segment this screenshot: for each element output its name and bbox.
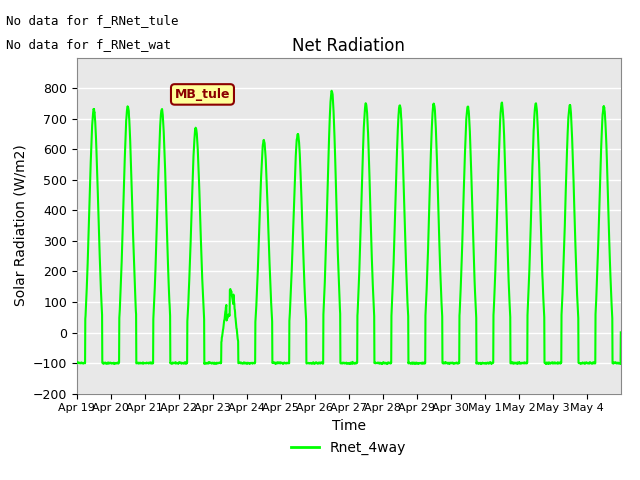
Y-axis label: Solar Radiation (W/m2): Solar Radiation (W/m2) <box>13 145 27 306</box>
Title: Net Radiation: Net Radiation <box>292 36 405 55</box>
Text: MB_tule: MB_tule <box>175 88 230 101</box>
Text: No data for f_RNet_wat: No data for f_RNet_wat <box>6 38 172 51</box>
X-axis label: Time: Time <box>332 419 366 433</box>
Legend: Rnet_4way: Rnet_4way <box>285 435 412 461</box>
Text: No data for f_RNet_tule: No data for f_RNet_tule <box>6 14 179 27</box>
